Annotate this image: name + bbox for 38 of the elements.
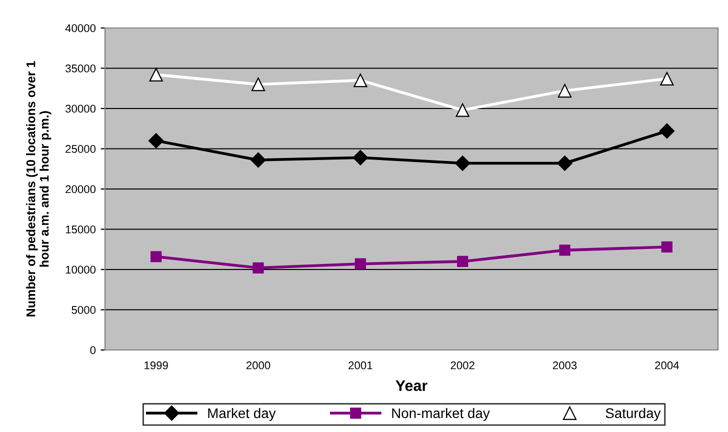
point <box>250 152 266 168</box>
y-axis-title: Number of pedestrians (10 locations over 1 hour a.m. and 1 hour p.m.) <box>26 61 52 316</box>
point <box>150 251 162 262</box>
point <box>148 133 164 148</box>
point <box>354 258 366 270</box>
y-tick-label: 25000 <box>66 145 96 153</box>
y-tick-label: 5000 <box>72 306 96 314</box>
y-tick-label: 40000 <box>65 24 96 32</box>
y-tick-label: 20000 <box>66 185 96 194</box>
point <box>352 150 368 166</box>
point <box>149 68 163 82</box>
legend-label: Non-market day <box>392 408 490 421</box>
point <box>455 156 470 171</box>
x-tick-label: 2003 <box>552 361 577 370</box>
legend-label: Saturday <box>606 408 661 421</box>
y-tick-label: 15000 <box>66 226 96 234</box>
point <box>558 84 572 98</box>
x-tick-label: 2002 <box>450 361 474 370</box>
point <box>660 72 674 86</box>
x-tick-label: 1999 <box>144 361 168 370</box>
y-tick-label: 0 <box>90 346 96 354</box>
y-tick-label: 35000 <box>66 64 96 72</box>
y-tick-label: 10000 <box>66 266 96 274</box>
x-tick-label: 2001 <box>348 361 372 370</box>
point <box>659 123 674 139</box>
point <box>252 262 264 274</box>
point <box>661 241 672 253</box>
y-tick-label: 30000 <box>66 104 96 113</box>
point <box>456 103 470 117</box>
point <box>559 244 570 256</box>
legend-label: Market day <box>208 408 276 421</box>
point <box>457 256 468 268</box>
point <box>557 156 572 171</box>
point <box>354 74 368 88</box>
x-tick-label: 2000 <box>246 361 270 370</box>
x-tick-label: 2004 <box>655 361 679 370</box>
point <box>251 78 266 92</box>
x-axis-title: Year <box>396 380 428 392</box>
